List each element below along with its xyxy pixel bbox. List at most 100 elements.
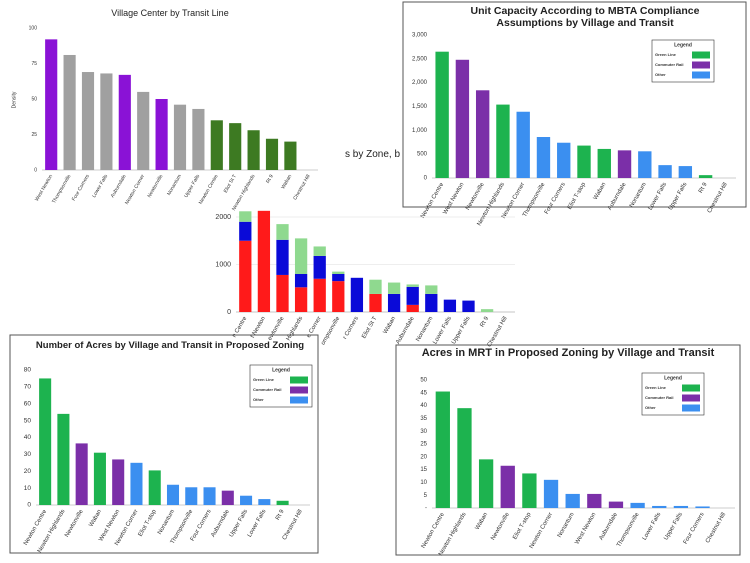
- y-tick-label: 20: [420, 454, 427, 460]
- legend-label: Green Line: [655, 52, 677, 57]
- chart-title: Unit Capacity According to MBTA Complian…: [470, 5, 700, 30]
- x-tick-label: Waban: [593, 182, 608, 201]
- y-tick-label: 60: [24, 400, 32, 407]
- bar: [455, 59, 470, 178]
- y-tick-label: 50: [420, 378, 427, 384]
- y-tick-label: 25: [420, 442, 427, 448]
- bar-segment: [239, 211, 252, 222]
- bar: [63, 54, 76, 171]
- bar-segment: [406, 286, 419, 305]
- bar-segment: [425, 293, 438, 312]
- y-tick-label: 2,000: [412, 80, 428, 86]
- bar-segment: [294, 274, 308, 288]
- x-tick-label: Newtonville: [64, 508, 85, 538]
- legend-swatch: [290, 386, 308, 394]
- legend-swatch: [692, 51, 710, 59]
- bar-segment: [443, 299, 457, 312]
- y-tick-label: 75: [31, 61, 37, 67]
- y-tick-label: 0: [424, 176, 428, 182]
- x-tick-label: Four Corners: [190, 509, 213, 543]
- bar-segment: [332, 274, 345, 282]
- bar: [475, 90, 490, 178]
- y-tick-label: 500: [417, 152, 428, 158]
- legend-swatch: [682, 394, 700, 402]
- y-tick-label: 1000: [215, 261, 231, 268]
- bar-segment: [350, 277, 364, 312]
- legend-label: Other: [655, 72, 666, 77]
- x-tick-label: Chestnut Hill: [487, 316, 509, 348]
- bar: [192, 108, 205, 170]
- bar: [435, 51, 449, 178]
- bar-segment: [313, 246, 326, 256]
- bar: [118, 74, 131, 170]
- bar: [608, 501, 624, 508]
- bar: [678, 166, 693, 178]
- bar-segment: [406, 284, 419, 287]
- x-tick-label: e Corner: [306, 316, 323, 339]
- y-tick-label: 0: [27, 502, 31, 509]
- y-tick-label: 3,000: [412, 33, 428, 39]
- bar: [57, 413, 70, 505]
- x-tick-label: Four Corners: [683, 512, 706, 546]
- x-tick-label: Eliot T-stop: [512, 511, 532, 540]
- legend-swatch: [290, 396, 308, 404]
- x-tick-label: Lower Falls: [247, 509, 268, 539]
- chart-title: Number of Acres by Village and Transit i…: [35, 340, 305, 351]
- x-tick-label: Eliot T-stop: [138, 508, 158, 537]
- bar-segment: [480, 309, 494, 312]
- x-tick-label: West Newton: [34, 173, 54, 202]
- y-tick-label: 10: [420, 480, 427, 486]
- y-tick-label: 2,500: [412, 56, 428, 62]
- bar: [536, 137, 551, 178]
- bar-segment: [462, 300, 475, 312]
- x-tick-label: Nonantum: [629, 182, 648, 209]
- x-tick-label: Newtonville: [490, 511, 511, 541]
- bar-segment: [294, 287, 308, 312]
- bar: [112, 459, 125, 505]
- bar: [630, 502, 645, 508]
- x-tick-label: Newton Centre: [420, 181, 446, 219]
- bar: [203, 487, 216, 505]
- bar: [276, 500, 289, 505]
- y-tick-label: 2000: [215, 214, 231, 221]
- x-tick-label: Auburndale: [110, 173, 128, 198]
- bar-segment: [332, 271, 345, 274]
- x-tick-label: Lower Falls: [91, 173, 109, 199]
- x-tick-label: Chestnut Hill: [292, 174, 311, 202]
- bar: [258, 499, 271, 505]
- bar: [587, 493, 602, 508]
- bar-segment: [257, 210, 271, 312]
- bar: [617, 150, 632, 178]
- bar-segment: [369, 293, 382, 312]
- bar: [75, 443, 88, 505]
- x-tick-label: Nonantum: [557, 512, 576, 539]
- y-tick-label: 100: [29, 25, 38, 31]
- legend-title: Legend: [664, 375, 682, 381]
- bar: [435, 391, 450, 508]
- bar: [698, 175, 713, 178]
- y-tick-label: 70: [24, 384, 32, 391]
- x-tick-label: Auburndale: [210, 508, 231, 538]
- bar: [516, 111, 530, 178]
- x-tick-label: Lower Falls: [642, 512, 663, 542]
- bar: [130, 462, 143, 505]
- bar: [265, 138, 279, 170]
- bar: [137, 91, 150, 170]
- x-tick-label: Eliot St T: [361, 316, 378, 340]
- x-tick-label: Waban: [280, 173, 293, 190]
- x-tick-label: Newton Corner: [529, 512, 554, 550]
- bar-segment: [406, 304, 419, 312]
- bar: [148, 470, 161, 505]
- bar-segment: [387, 293, 401, 312]
- bar: [185, 487, 198, 505]
- y-tick-label: 40: [420, 403, 427, 409]
- bar: [81, 72, 95, 170]
- bar: [500, 465, 515, 508]
- bar: [695, 506, 710, 508]
- bar: [638, 151, 652, 178]
- x-tick-label: Nonantum: [157, 509, 176, 536]
- bar: [597, 148, 611, 178]
- x-tick-label: Lower Falls: [432, 316, 453, 346]
- x-tick-label: Rt 9: [479, 315, 490, 328]
- chart-frame: [395, 344, 741, 556]
